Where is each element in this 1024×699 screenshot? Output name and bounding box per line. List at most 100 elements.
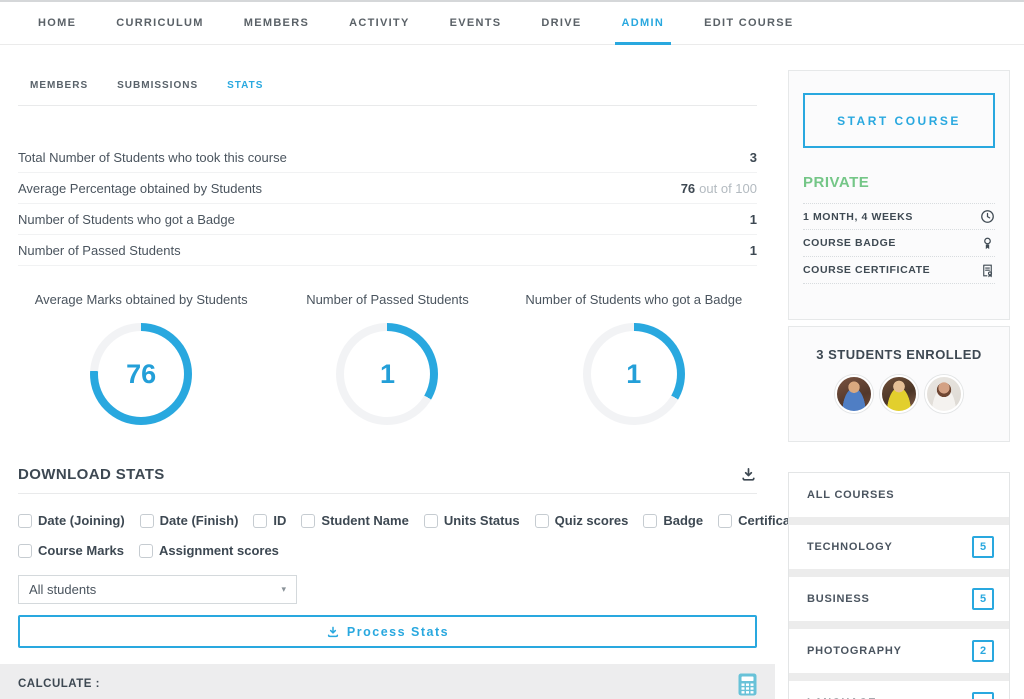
stat-value-number: 76: [680, 180, 696, 196]
category-business[interactable]: BUSINESS 5: [789, 577, 1009, 621]
checkbox-input[interactable]: [718, 513, 733, 528]
checkbox-certificate[interactable]: Certificate: [718, 513, 802, 528]
nav-item-drive[interactable]: DRIVE: [541, 17, 582, 29]
checkbox-label: Assignment scores: [158, 543, 279, 558]
checkbox-badge[interactable]: Badge: [643, 513, 703, 528]
course-badge-label: COURSE BADGE: [803, 237, 896, 249]
subtab-submissions[interactable]: SUBMISSIONS: [117, 80, 199, 91]
donut-value: 1: [626, 358, 642, 389]
stat-label: Number of Passed Students: [18, 242, 181, 258]
process-stats-button[interactable]: Process Stats: [18, 615, 757, 648]
download-icon[interactable]: [740, 466, 757, 483]
checkbox-label: Units Status: [443, 513, 520, 528]
checkbox-input[interactable]: [301, 513, 316, 528]
clock-icon: [980, 209, 995, 224]
nav-item-admin[interactable]: ADMIN: [614, 2, 671, 45]
category-photography[interactable]: PHOTOGRAPHY 2: [789, 629, 1009, 673]
download-icon: [327, 626, 339, 637]
checkbox-input[interactable]: [139, 513, 154, 528]
checkbox-student-name[interactable]: Student Name: [301, 513, 409, 528]
checkbox-row-1: Date (Joining) Date (Finish) ID Student …: [18, 513, 802, 528]
category-technology[interactable]: TECHNOLOGY 5: [789, 525, 1009, 569]
stat-value: 1: [749, 211, 757, 227]
nav-item-curriculum[interactable]: CURRICULUM: [116, 17, 204, 29]
category-count-badge: 2: [972, 640, 994, 662]
checkbox-label: Student Name: [321, 513, 409, 528]
course-certificate-row: COURSE CERTIFICATE: [803, 257, 995, 284]
subtab-stats[interactable]: STATS: [227, 80, 264, 91]
checkbox-input[interactable]: [423, 513, 438, 528]
category-label: TECHNOLOGY: [807, 541, 893, 553]
course-detail-list: 1 MONTH, 4 WEEKS COURSE BADGE COURSE CER…: [803, 203, 995, 284]
download-stats-title: DOWNLOAD STATS: [18, 466, 165, 483]
category-count-badge: 5: [972, 536, 994, 558]
students-filter-dropdown[interactable]: All students ▾: [18, 575, 297, 604]
course-duration-label: 1 MONTH, 4 WEEKS: [803, 210, 913, 223]
start-course-button[interactable]: START COURSE: [803, 93, 995, 148]
course-meta-card: START COURSE PRIVATE 1 MONTH, 4 WEEKS CO…: [788, 70, 1010, 320]
checkbox-input[interactable]: [18, 543, 32, 558]
checkbox-input[interactable]: [138, 543, 153, 558]
stats-summary-list: Total Number of Students who took this c…: [18, 142, 757, 266]
donut-chart: 76: [90, 323, 193, 425]
student-avatar[interactable]: [880, 375, 918, 413]
category-count-badge: 5: [972, 588, 994, 610]
course-privacy-status: PRIVATE: [803, 174, 870, 191]
checkbox-input[interactable]: [18, 513, 32, 528]
stat-value: 1: [749, 242, 757, 258]
enrolled-students-title: 3 STUDENTS ENROLLED: [816, 347, 982, 362]
subnav-divider: [18, 105, 757, 106]
checkbox-label: Quiz scores: [554, 513, 629, 528]
calculator-icon[interactable]: [738, 673, 757, 696]
checkbox-input[interactable]: [643, 513, 658, 528]
checkbox-label: Course Marks: [38, 543, 124, 558]
top-navigation: HOME CURRICULUM MEMBERS ACTIVITY EVENTS …: [0, 2, 1024, 45]
checkbox-input[interactable]: [253, 513, 268, 528]
checkbox-row-2: Course Marks Assignment scores: [18, 543, 763, 558]
stat-row-badge-students: Number of Students who got a Badge 1: [18, 204, 757, 235]
donut-passed-students: Number of Passed Students 1: [264, 292, 510, 425]
category-label: LANGUAGE: [807, 697, 876, 699]
stat-label: Average Percentage obtained by Students: [18, 180, 263, 196]
calculate-label: CALCULATE :: [18, 678, 100, 690]
checkbox-course-marks[interactable]: Course Marks: [18, 543, 124, 558]
checkbox-assignment-scores[interactable]: Assignment scores: [138, 543, 279, 558]
student-avatar[interactable]: [925, 375, 963, 413]
category-count-badge: [972, 692, 994, 699]
nav-item-activity[interactable]: ACTIVITY: [349, 17, 410, 29]
certificate-icon: [980, 263, 995, 278]
stat-row-total-students: Total Number of Students who took this c…: [18, 142, 757, 173]
checkbox-label: Date (Joining): [38, 513, 125, 528]
checkbox-label: Certificate: [738, 513, 802, 528]
nav-item-edit-course[interactable]: EDIT COURSE: [704, 17, 794, 29]
stat-label: Number of Students who got a Badge: [18, 211, 235, 227]
enrolled-students-card: 3 STUDENTS ENROLLED: [788, 326, 1010, 442]
checkbox-units-status[interactable]: Units Status: [423, 513, 520, 528]
subtab-members[interactable]: MEMBERS: [30, 80, 89, 91]
chevron-down-icon: ▾: [281, 584, 286, 594]
download-divider: [18, 493, 757, 494]
nav-item-events[interactable]: EVENTS: [449, 17, 502, 29]
nav-item-members[interactable]: MEMBERS: [243, 17, 310, 29]
enrolled-avatars: [789, 375, 1009, 413]
category-label: BUSINESS: [807, 593, 870, 605]
category-label: ALL COURSES: [807, 489, 895, 501]
donut-charts: Average Marks obtained by Students 76 Nu…: [18, 292, 757, 425]
stat-value: 3: [749, 149, 757, 165]
student-avatar[interactable]: [835, 375, 873, 413]
stat-value: 76 out of 100: [681, 181, 757, 196]
checkbox-date-finish[interactable]: Date (Finish): [139, 513, 238, 528]
checkbox-quiz-scores[interactable]: Quiz scores: [534, 513, 629, 528]
admin-sub-navigation: MEMBERS SUBMISSIONS STATS: [30, 80, 263, 91]
category-language[interactable]: LANGUAGE: [789, 681, 1009, 699]
checkbox-date-joining[interactable]: Date (Joining): [18, 513, 125, 528]
checkbox-input[interactable]: [534, 513, 549, 528]
nav-item-home[interactable]: HOME: [38, 17, 77, 29]
category-all-courses[interactable]: ALL COURSES: [789, 473, 1009, 517]
course-duration-row: 1 MONTH, 4 WEEKS: [803, 203, 995, 230]
checkbox-id[interactable]: ID: [253, 513, 286, 528]
stat-row-passed-students: Number of Passed Students 1: [18, 235, 757, 266]
stat-label: Total Number of Students who took this c…: [18, 149, 287, 165]
category-label: PHOTOGRAPHY: [807, 645, 902, 657]
course-badge-row: COURSE BADGE: [803, 230, 995, 257]
